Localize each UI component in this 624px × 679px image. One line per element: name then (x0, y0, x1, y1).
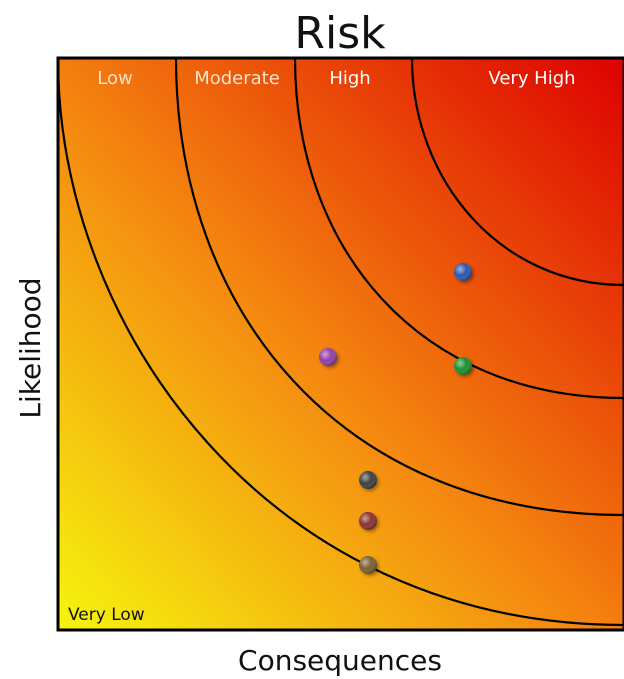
risk-point-highlight (454, 357, 472, 375)
zone-boundary-3 (293, 58, 624, 400)
risk-point-highlight (454, 263, 472, 281)
y-axis-label: Likelihood (14, 277, 47, 418)
x-axis-label: Consequences (238, 644, 442, 677)
risk-point-highlight (359, 556, 377, 574)
zone-label-very-high: Very High (488, 68, 575, 89)
zone-label-very-low: Very Low (68, 605, 145, 625)
risk-point-highlight (359, 512, 377, 530)
zone-boundary-2 (174, 58, 624, 517)
zone-label-moderate: Moderate (194, 68, 280, 89)
zone-label-low: Low (97, 68, 132, 89)
zone-boundary-4 (410, 58, 624, 287)
zone-label-high: High (329, 68, 370, 89)
plot-frame (56, 56, 624, 632)
zone-boundary-1 (58, 58, 624, 627)
risk-zone-boundaries (58, 58, 624, 627)
risk-point-highlight (359, 471, 377, 489)
risk-point-highlight (319, 348, 337, 366)
risk-point-highlights (319, 263, 472, 574)
chart-title: Risk (294, 8, 386, 59)
plot-background (58, 58, 624, 630)
